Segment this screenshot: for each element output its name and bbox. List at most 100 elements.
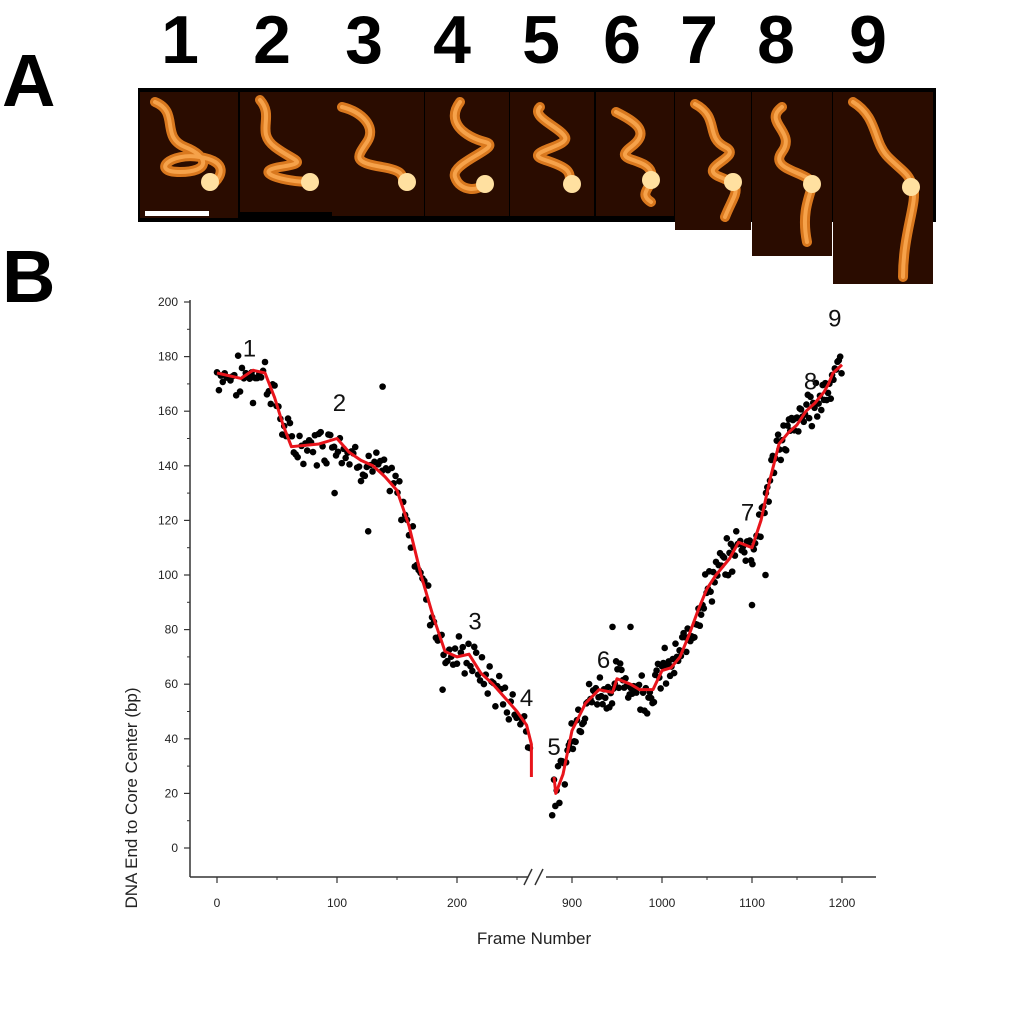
data-point: [386, 487, 394, 495]
data-point: [757, 533, 764, 541]
data-point: [323, 459, 330, 467]
data-point: [746, 537, 754, 544]
data-point: [357, 477, 365, 485]
data-point: [604, 683, 612, 691]
annotation-6: 6: [597, 647, 610, 674]
data-point: [615, 684, 623, 692]
annotation-2: 2: [333, 390, 346, 417]
frame-number-7: 7: [680, 2, 718, 78]
data-point: [286, 419, 294, 427]
y-tick-label: 180: [158, 350, 178, 364]
data-point: [424, 582, 432, 589]
data-point: [707, 588, 714, 596]
frame-number-1: 1: [161, 2, 199, 78]
data-point: [808, 422, 816, 430]
data-point: [650, 698, 658, 706]
x-tick-label: 200: [447, 896, 467, 910]
data-point: [369, 468, 376, 475]
frame-number-2: 2: [253, 2, 291, 78]
data-point: [812, 379, 820, 387]
afm-frame-7: [675, 92, 751, 230]
data-point: [556, 799, 563, 807]
data-point: [271, 382, 278, 389]
data-point: [215, 386, 223, 394]
afm-frame-5: [510, 92, 594, 216]
data-point: [643, 710, 651, 717]
y-tick-label: 80: [165, 623, 179, 637]
data-point: [334, 448, 342, 456]
x-tick-label: 100: [327, 896, 347, 910]
y-tick-label: 20: [165, 786, 179, 800]
data-point: [662, 680, 670, 687]
data-point: [455, 633, 463, 640]
data-point: [355, 463, 363, 470]
frame-number-8: 8: [757, 2, 795, 78]
nucleosome-core: [563, 175, 581, 193]
data-point: [813, 413, 821, 420]
data-point: [683, 648, 690, 656]
data-point: [219, 378, 227, 386]
data-point: [572, 738, 579, 746]
data-point: [361, 472, 369, 480]
data-point: [585, 680, 593, 688]
nucleosome-core: [201, 173, 219, 191]
annotation-1: 1: [243, 336, 256, 363]
data-point: [470, 643, 478, 651]
data-point: [723, 535, 731, 542]
y-tick-label: 0: [171, 841, 178, 855]
fit-line-right: [552, 363, 844, 795]
data-point: [602, 694, 609, 702]
data-point: [373, 449, 380, 456]
y-tick-label: 160: [158, 404, 178, 418]
data-point: [748, 601, 756, 609]
y-tick-label: 120: [158, 513, 178, 527]
data-point: [793, 414, 801, 421]
data-point: [444, 657, 451, 665]
data-point: [670, 669, 678, 677]
data-point: [762, 571, 769, 579]
data-point: [633, 689, 640, 696]
data-point: [326, 431, 334, 439]
data-point: [501, 684, 509, 691]
data-point: [661, 644, 668, 652]
data-point: [803, 401, 810, 408]
data-point: [503, 709, 511, 716]
data-point: [505, 716, 513, 723]
data-point: [838, 370, 845, 377]
afm-frame-6: [596, 92, 674, 216]
data-point: [728, 568, 736, 575]
data-point: [795, 428, 802, 435]
data-point: [708, 598, 716, 605]
data-point: [472, 649, 480, 657]
fit-line: [216, 363, 844, 795]
fit-line-left: [216, 368, 533, 778]
data-point: [581, 715, 589, 722]
data-point: [499, 701, 507, 708]
data-point: [616, 660, 624, 667]
data-point: [234, 352, 242, 360]
x-tick-label: 0: [214, 896, 221, 910]
nucleosome-core: [902, 178, 920, 196]
nucleosome-core: [476, 175, 494, 193]
data-point: [818, 406, 825, 414]
data-point: [653, 667, 660, 674]
axis-break-mark: [534, 868, 544, 886]
y-tick-label: 60: [165, 677, 179, 691]
data-point: [777, 456, 785, 464]
data-point: [396, 478, 403, 485]
data-point: [342, 454, 349, 462]
data-point: [296, 432, 303, 440]
afm-frame-1: [140, 92, 238, 218]
data-point: [608, 700, 616, 707]
data-point: [294, 453, 301, 461]
data-point: [599, 700, 606, 708]
data-point: [638, 672, 646, 679]
data-point: [627, 623, 634, 631]
data-point: [238, 364, 246, 372]
data-point: [409, 522, 417, 530]
data-point: [691, 633, 698, 641]
data-point: [697, 611, 705, 618]
data-point: [330, 443, 338, 451]
frame-number-9: 9: [849, 2, 887, 78]
data-point: [696, 622, 704, 630]
